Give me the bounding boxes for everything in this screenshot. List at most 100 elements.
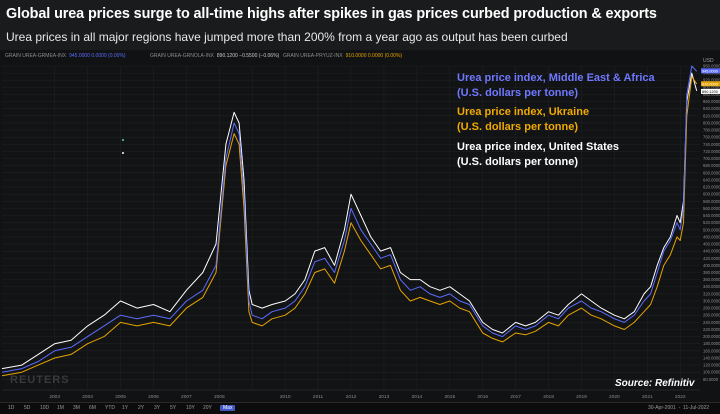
y-tick-label: 960.0000 (703, 64, 720, 69)
range-toolbar: 30-Apr-2001 - 11-Jul-2022 1D 5D 10D 1M 3M 6M Y… (0, 402, 720, 414)
series-line-0 (1, 65, 698, 373)
y-tick-label: 280.0000 (703, 306, 720, 311)
x-tick-label: 2014 (412, 394, 423, 400)
legend-ukraine: Urea price index, Ukraine (U.S. dollars … (457, 105, 589, 135)
last-value-text: 910.0000 (702, 82, 718, 86)
y-tick-label: 700.0000 (703, 156, 720, 161)
x-tick-label: 2004 (82, 394, 93, 400)
ticker-item: GRAIN UREA-GRNOLA-INX 890.1200 −0.5500 (−… (150, 53, 279, 59)
range-button-ytd[interactable]: YTD (105, 405, 115, 411)
range-button-3m[interactable]: 3M (73, 405, 80, 411)
chart-subtitle: Urea prices in all major regions have ju… (6, 30, 568, 44)
legend-us-unit: (U.S. dollars per tonne) (457, 156, 579, 168)
x-tick-label: 2007 (181, 394, 192, 400)
x-tick-label: 2018 (543, 394, 554, 400)
y-tick-label: 380.0000 (703, 270, 720, 275)
range-button-6m[interactable]: 6M (89, 405, 96, 411)
y-tick-label: 840.0000 (703, 106, 720, 111)
y-tick-label: 360.0000 (703, 277, 720, 282)
x-tick-label: 2003 (49, 394, 60, 400)
x-tick-label: 2022 (675, 394, 686, 400)
y-tick-label: 420.0000 (703, 256, 720, 261)
ticker-item: GRAIN UREA-GRMEA-INX 945.0000 0.0000 (0.0… (5, 53, 126, 59)
y-tick-label: 520.0000 (703, 220, 720, 225)
y-tick-label: 320.0000 (703, 291, 720, 296)
last-value-label: 890.1200 (701, 88, 720, 94)
legend-ukraine-unit: (U.S. dollars per tonne) (457, 121, 579, 133)
y-tick-label: 680.0000 (703, 163, 720, 168)
y-tick-label: 440.0000 (703, 249, 720, 254)
range-button-2y[interactable]: 2Y (138, 405, 145, 411)
ticker-name: GRAIN UREA-GRMEA-INX (5, 53, 67, 59)
y-tick-label: 720.0000 (703, 149, 720, 154)
y-tick-label: 620.0000 (703, 185, 720, 190)
series-line-2 (1, 72, 698, 370)
y-tick-label: 640.0000 (703, 177, 720, 182)
legend-mea-unit: (U.S. dollars per tonne) (457, 87, 579, 99)
y-tick-label: 120.0000 (703, 363, 720, 368)
x-tick-label: 2008 (214, 394, 225, 400)
y-tick-label: 880.0000 (703, 92, 720, 97)
last-value-text: 890.1200 (702, 90, 718, 94)
y-tick-label: 260.0000 (703, 313, 720, 318)
y-tick-label: 80.0000 (703, 377, 719, 382)
range-button-5y[interactable]: 5Y (170, 405, 177, 411)
ticker-name: GRAIN UREA-PRYUZ-INX (283, 53, 343, 59)
x-tick-label: 2021 (642, 394, 653, 400)
range-button-5d[interactable]: 5D (24, 405, 31, 411)
y-tick-label: 240.0000 (703, 320, 720, 325)
y-tick-label: 660.0000 (703, 170, 720, 175)
y-tick-label: 100.0000 (703, 370, 720, 375)
y-tick-label: 860.0000 (703, 99, 720, 104)
x-tick-label: 2013 (379, 394, 390, 400)
range-button-3y[interactable]: 3Y (154, 405, 161, 411)
ticker-name: GRAIN UREA-GRNOLA-INX (150, 53, 214, 59)
y-tick-label: 780.0000 (703, 128, 720, 133)
y-tick-label: 300.0000 (703, 298, 720, 303)
y-tick-label: 600.0000 (703, 192, 720, 197)
legend-us: Urea price index, United States (U.S. do… (457, 140, 619, 170)
y-tick-label: 220.0000 (703, 327, 720, 332)
x-tick-label: 2015 (444, 394, 455, 400)
range-button-1y[interactable]: 1Y (122, 405, 129, 411)
y-tick-label: 180.0000 (703, 341, 720, 346)
y-tick-label: 480.0000 (703, 234, 720, 239)
x-tick-label: 2005 (115, 394, 126, 400)
ticker-value: 890.1200 −0.5500 (−0.06%) (216, 53, 280, 59)
y-tick-label: 340.0000 (703, 284, 720, 289)
x-tick-label: 2020 (609, 394, 620, 400)
y-tick-label: 760.0000 (703, 135, 720, 140)
range-button-max[interactable]: Max (220, 405, 236, 411)
ticker-value: 910.0000 0.0000 (0.00%) (345, 53, 403, 59)
y-tick-label: 920.0000 (703, 78, 720, 83)
ticker-item: GRAIN UREA-PRYUZ-INX 910.0000 0.0000 (0.0… (283, 53, 402, 59)
range-button-1d[interactable]: 1D (8, 405, 15, 411)
range-button-20y[interactable]: 20Y (203, 405, 212, 411)
x-tick-label: 2017 (510, 394, 521, 400)
last-value-label: 945.0000 (701, 68, 720, 74)
legend-ukraine-title: Urea price index, Ukraine (457, 106, 590, 118)
y-tick-label: 800.0000 (703, 120, 720, 125)
range-button-10y[interactable]: 10Y (186, 405, 195, 411)
last-value-label: 910.0000 (701, 81, 720, 87)
last-value-box (701, 81, 720, 87)
price-chart: 80.0000 100.0000 120.0000 140.0000 160.0000 1… (1, 64, 720, 400)
y-tick-label: 560.0000 (703, 206, 720, 211)
x-tick-label: 2019 (576, 394, 587, 400)
y-tick-label: 820.0000 (703, 113, 720, 118)
y-tick-label: 540.0000 (703, 213, 720, 218)
y-tick-label: 900.0000 (703, 85, 720, 90)
chart-header: Global urea prices surge to all-time hig… (0, 0, 720, 50)
y-axis-unit: USD (703, 58, 714, 64)
series-line-1 (1, 76, 698, 377)
last-value-box (701, 68, 720, 74)
x-tick-label: 2016 (477, 394, 488, 400)
marker-dot (122, 152, 124, 154)
x-tick-label: 2006 (148, 394, 159, 400)
range-button-10d[interactable]: 10D (40, 405, 50, 411)
range-button-1m[interactable]: 1M (57, 405, 64, 411)
legend-mea: Urea price index, Middle East & Africa (… (457, 71, 655, 101)
ticker-value: 945.0000 0.0000 (0.00%) (69, 53, 126, 59)
y-tick-label: 580.0000 (703, 199, 720, 204)
last-value-box (701, 88, 720, 94)
